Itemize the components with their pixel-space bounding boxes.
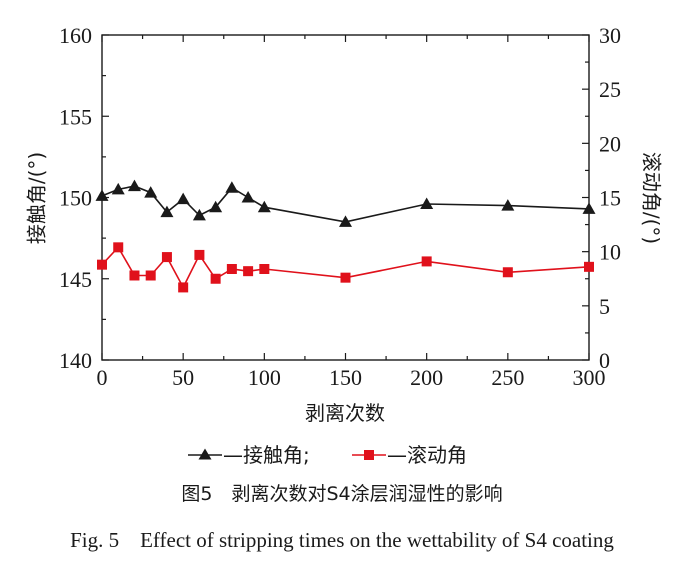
rolling-angle-point <box>178 282 189 293</box>
rolling-angle-point <box>584 261 594 272</box>
contact-angle-point <box>209 200 223 213</box>
x-tick-label: 250 <box>491 365 524 390</box>
x-axis-title: 剥离次数 <box>305 401 385 425</box>
rolling-angle-point <box>194 249 205 260</box>
caption-english: Fig. 5 Effect of stripping times on the … <box>70 528 614 552</box>
x-tick-label: 100 <box>248 365 281 390</box>
rolling-angle-point <box>502 267 513 278</box>
contact-angle-point <box>127 179 141 192</box>
caption-chinese: 图5 剥离次数对S4涂层润湿性的影响 <box>181 483 502 505</box>
contact-angle-point <box>160 205 174 218</box>
y-right-tick-label: 25 <box>599 77 621 102</box>
rolling-angle-point <box>226 264 237 274</box>
legend-marker-triangle <box>198 448 212 460</box>
rolling-angle-point <box>129 270 140 281</box>
x-tick-label: 0 <box>97 365 108 390</box>
legend-label-rolling: —滚动角 <box>387 443 467 467</box>
y-right-tick-label: 0 <box>599 348 610 373</box>
rolling-angle-point <box>340 272 351 283</box>
rolling-angle-point <box>210 273 221 284</box>
minor-ticks <box>102 35 589 360</box>
y-left-tick-label: 140 <box>59 348 92 373</box>
contact-angle-point <box>257 200 271 213</box>
rolling-angle-point <box>97 259 107 270</box>
y-right-tick-label: 5 <box>599 294 610 319</box>
rolling-angle-point <box>259 264 270 274</box>
x-tick-label: 200 <box>410 365 443 390</box>
rolling-angle-point <box>161 252 172 263</box>
rolling-angle-point <box>243 266 254 277</box>
legend-marker-square <box>364 450 374 460</box>
tick-labels: 0 50 100 150 200 250 300 140 145 150 155 160 0 5 10 15 2… <box>59 23 621 390</box>
y-right-title: 滚动角/(°) <box>640 152 664 244</box>
contact-angle-point <box>420 197 434 209</box>
x-tick-label: 300 <box>573 365 606 390</box>
y-left-tick-label: 145 <box>59 267 92 292</box>
major-ticks <box>101 34 590 361</box>
legend-label-contact: —接触角; <box>223 443 310 467</box>
x-tick-label: 50 <box>172 365 194 390</box>
contact-angle-point <box>339 215 352 227</box>
contact-angle-point <box>192 208 206 221</box>
contact-angle-point <box>111 182 125 195</box>
rolling-angle-point <box>113 242 124 253</box>
y-right-tick-label: 30 <box>599 23 621 48</box>
y-left-title: 接触角/(°) <box>25 152 49 244</box>
y-right-tick-label: 10 <box>599 240 621 265</box>
contact-angle-point <box>144 186 158 198</box>
plot-frame <box>101 34 590 361</box>
y-right-tick-label: 20 <box>599 131 621 156</box>
x-tick-label: 150 <box>329 365 362 390</box>
y-left-tick-label: 150 <box>59 186 92 211</box>
series-layer <box>95 179 596 293</box>
y-right-tick-label: 15 <box>599 186 621 211</box>
contact-angle-point <box>241 191 255 203</box>
contact-angle-point <box>501 199 515 211</box>
rolling-angle-point <box>145 270 156 281</box>
legend: —接触角; —滚动角 <box>188 443 467 467</box>
y-left-tick-label: 155 <box>59 104 92 129</box>
contact-angle-point <box>176 192 190 205</box>
contact-angle-point <box>582 202 596 214</box>
contact-angle-point <box>225 181 239 193</box>
y-left-tick-label: 160 <box>59 23 92 48</box>
contact-angle-point <box>95 189 109 201</box>
rolling-angle-point <box>421 256 432 267</box>
